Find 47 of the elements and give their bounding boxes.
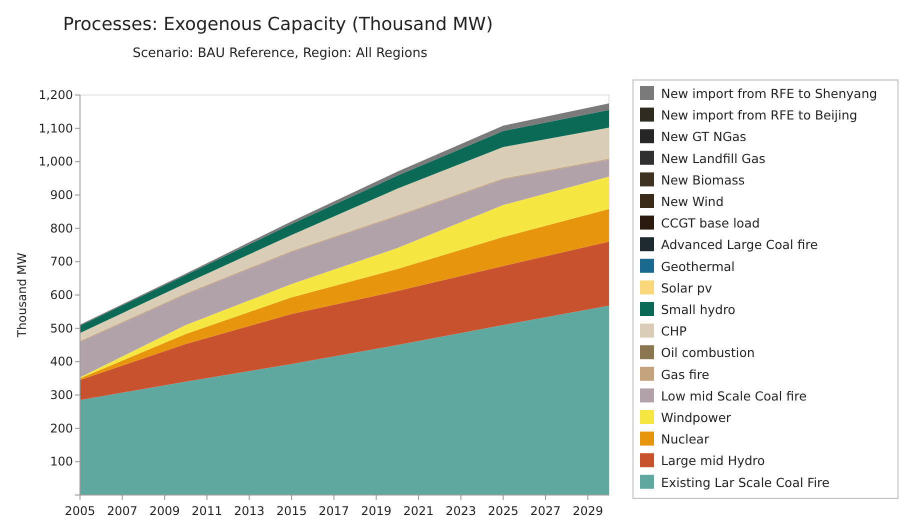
chart-subtitle: Scenario: BAU Reference, Region: All Regions: [132, 46, 428, 61]
legend-label: CCGT base load: [661, 216, 760, 231]
legend-label: New import from RFE to Shenyang: [661, 86, 878, 101]
legend-label: Gas fire: [661, 366, 710, 382]
x-tick-label: 2017: [318, 504, 350, 518]
x-tick-label: 2025: [488, 504, 518, 518]
legend-label: CHP: [661, 324, 688, 339]
legend-label: New Biomass: [661, 172, 745, 188]
x-tick-label: 2015: [276, 504, 307, 518]
y-tick-label: 400: [50, 354, 73, 369]
y-tick-label: 300: [50, 388, 73, 402]
legend-label: Large mid Hydro: [661, 453, 765, 468]
legend-label: Solar pv: [661, 280, 713, 296]
legend-label: Geothermal: [661, 258, 735, 274]
legend-label: Nuclear: [661, 432, 710, 447]
x-tick-label: 2005: [64, 504, 96, 518]
x-tick-label: 2029: [572, 504, 604, 518]
legend-label: Existing Lar Scale Coal Fire: [661, 474, 830, 490]
legend-label: New Wind: [661, 194, 724, 209]
y-tick-label: 200: [50, 421, 73, 436]
legend-label: Oil combustion: [661, 345, 755, 360]
legend-label: New Landfill Gas: [661, 150, 766, 166]
y-tick-label: 800: [50, 221, 73, 236]
y-tick-label: 900: [50, 188, 73, 202]
x-tick-label: 2009: [149, 504, 180, 518]
legend-label: New GT NGas: [661, 129, 746, 144]
x-tick-label: 2027: [530, 504, 561, 518]
chart-title: Processes: Exogenous Capacity (Thousand MW): [63, 14, 493, 35]
y-tick-label: 500: [50, 321, 73, 336]
x-tick-label: 2007: [107, 504, 138, 518]
x-tick-label: 2013: [234, 504, 265, 518]
legend-label: Advanced Large Coal fire: [661, 237, 818, 252]
y-tick-label: 100: [50, 454, 73, 469]
legend-label: Small hydro: [661, 302, 736, 317]
legend-label: New import from RFE to Beijing: [661, 108, 858, 123]
y-tick-label: 1,000: [38, 154, 73, 169]
x-tick-label: 2011: [192, 504, 222, 518]
x-tick-label: 2021: [403, 504, 434, 518]
y-tick-label: 600: [50, 288, 73, 302]
legend-label: Low mid Scale Coal fire: [661, 388, 807, 404]
y-axis-title: Thousand MW: [15, 252, 29, 338]
y-tick-label: 1,100: [38, 121, 73, 136]
y-tick-label: 1,200: [38, 88, 73, 102]
x-tick-label: 2023: [446, 504, 476, 518]
legend-label: Windpower: [661, 410, 732, 425]
x-tick-label: 2019: [360, 504, 392, 518]
y-tick-label: 700: [50, 254, 73, 269]
